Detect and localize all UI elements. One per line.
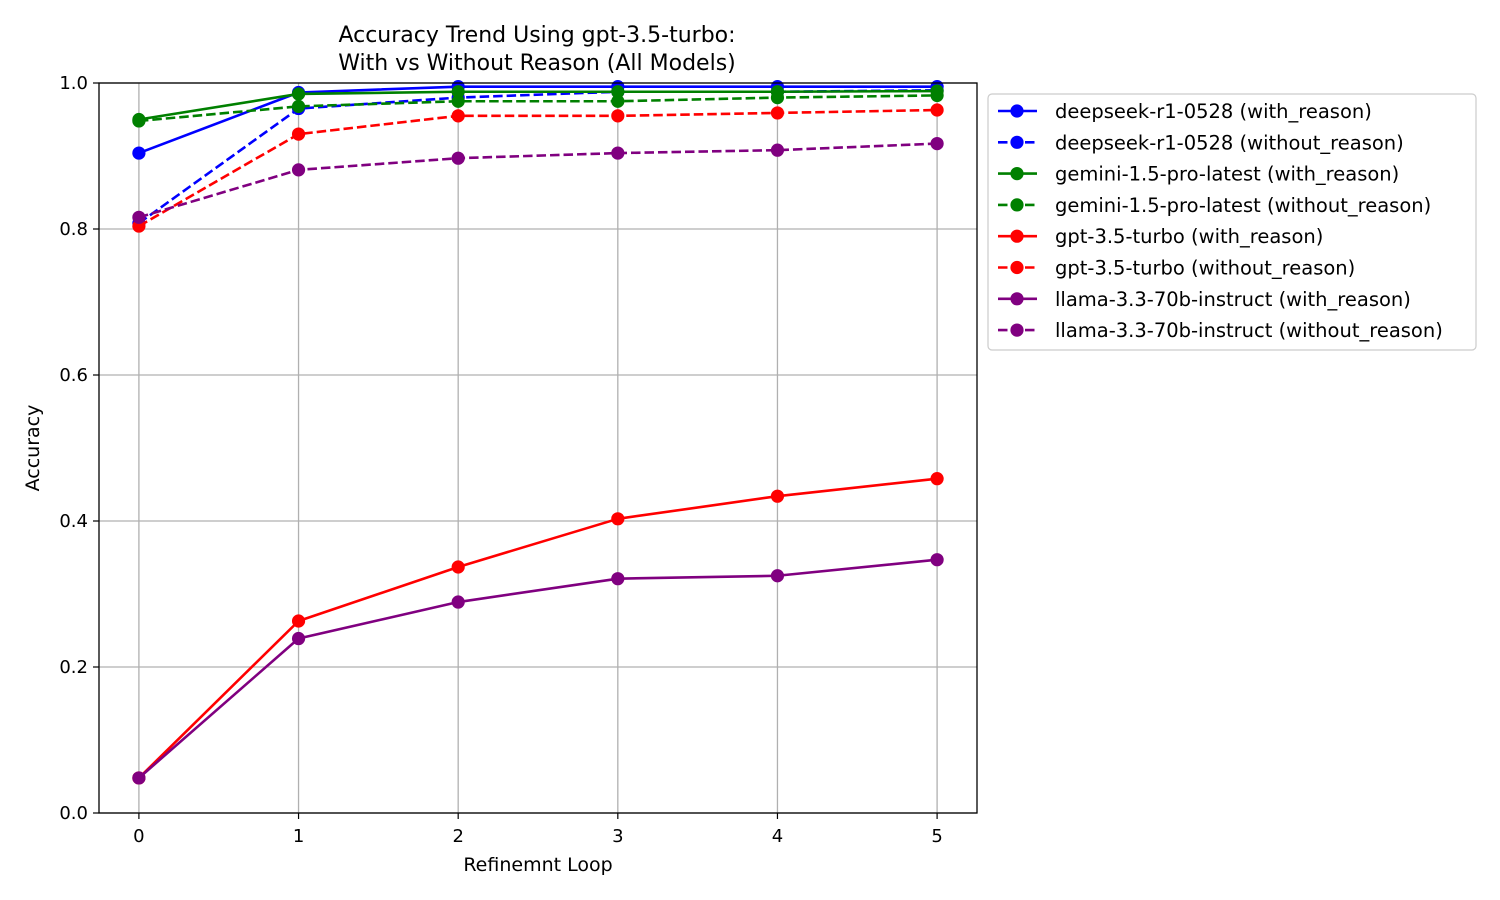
legend-label: llama-3.3-70b-instruct (with_reason)	[1055, 288, 1411, 311]
data-point	[291, 87, 306, 101]
data-point	[451, 595, 465, 609]
grid-lines	[99, 82, 977, 814]
legend-marker	[1010, 292, 1024, 306]
data-point	[291, 631, 306, 646]
series-7	[132, 136, 944, 224]
data-point	[291, 99, 306, 113]
x-tick-label: 5	[931, 826, 942, 847]
data-point	[930, 553, 944, 567]
data-point	[611, 512, 625, 526]
legend-item: deepseek-r1-0528 (without_reason)	[998, 131, 1404, 154]
legend-marker	[1010, 167, 1024, 181]
data-point	[451, 151, 465, 165]
data-point	[451, 94, 465, 108]
legend-label: deepseek-r1-0528 (with_reason)	[1055, 100, 1372, 123]
legend-marker	[1010, 198, 1024, 212]
data-point	[770, 91, 785, 105]
y-tick-label: 0.2	[59, 657, 88, 678]
data-point	[451, 85, 465, 99]
legend-item: llama-3.3-70b-instruct (without_reason)	[998, 319, 1443, 342]
legend-marker	[1010, 323, 1024, 337]
data-point	[611, 94, 625, 108]
legend-marker	[1010, 135, 1024, 149]
data-point	[930, 472, 944, 486]
legend-item: gpt-3.5-turbo (without_reason)	[998, 257, 1355, 280]
series-line	[138, 89, 938, 121]
data-point	[611, 109, 625, 123]
data-point	[611, 146, 625, 160]
legend-item: gemini-1.5-pro-latest (without_reason)	[998, 194, 1431, 217]
x-tick-label: 0	[133, 826, 144, 847]
legend-label: gemini-1.5-pro-latest (with_reason)	[1055, 163, 1399, 186]
y-tick-label: 0.6	[59, 365, 88, 386]
data-point	[611, 85, 625, 99]
chart-title-line-1: Accuracy Trend Using gpt-3.5-turbo:	[338, 23, 735, 48]
legend-item: llama-3.3-70b-instruct (with_reason)	[998, 288, 1411, 311]
legend-label: llama-3.3-70b-instruct (without_reason)	[1055, 319, 1443, 342]
data-point	[770, 106, 785, 120]
x-tick-label: 4	[772, 826, 783, 847]
series-6	[132, 553, 944, 785]
data-point	[132, 146, 146, 160]
data-point	[770, 569, 785, 583]
data-point	[132, 114, 146, 128]
y-tick-label: 0.0	[59, 803, 88, 824]
series-line	[138, 94, 938, 123]
legend-marker	[1010, 104, 1024, 118]
y-tick-label: 0.8	[59, 219, 88, 240]
data-point	[291, 127, 306, 141]
series-line	[138, 558, 938, 779]
legend-item: gpt-3.5-turbo (with_reason)	[998, 225, 1323, 248]
series-3	[132, 88, 944, 128]
legend-label: gemini-1.5-pro-latest (without_reason)	[1055, 194, 1431, 217]
data-point	[451, 560, 465, 574]
legend-label: gpt-3.5-turbo (with_reason)	[1055, 225, 1323, 248]
x-tick-label: 2	[452, 826, 463, 847]
series-line	[138, 85, 938, 155]
data-point	[291, 614, 306, 628]
plot-area-frame	[98, 82, 978, 814]
legend-label: deepseek-r1-0528 (without_reason)	[1055, 131, 1404, 154]
data-point	[930, 88, 944, 103]
data-point	[132, 771, 146, 785]
chart-title-line-2: With vs Without Reason (All Models)	[338, 51, 736, 76]
y-axis-label: Accuracy	[22, 405, 44, 492]
legend-label: gpt-3.5-turbo (without_reason)	[1055, 257, 1355, 280]
x-tick-label: 1	[293, 826, 304, 847]
data-point	[770, 489, 785, 503]
data-point	[930, 103, 944, 117]
y-tick-label: 0.4	[59, 511, 88, 532]
x-tick-label: 3	[612, 826, 623, 847]
data-point	[770, 143, 785, 157]
axis-ticks: 0 1 2 3 4 5 0.0 0.2 0.4 0.6 0.8 1.0	[59, 73, 942, 847]
data-point	[611, 572, 625, 586]
legend-marker	[1010, 229, 1024, 243]
series-line	[138, 142, 938, 219]
legend-item: gemini-1.5-pro-latest (with_reason)	[998, 163, 1399, 186]
data-point	[451, 109, 465, 123]
series-lines	[132, 80, 944, 785]
series-line	[137, 477, 938, 779]
legend: deepseek-r1-0528 (with_reason) deepseek-r…	[987, 93, 1477, 351]
x-axis-label: Refinemnt Loop	[463, 854, 612, 876]
series-line	[138, 108, 938, 228]
data-point	[291, 163, 306, 177]
data-point	[132, 210, 146, 224]
legend-marker	[1010, 260, 1024, 275]
legend-box	[987, 93, 1477, 351]
data-point	[930, 136, 944, 151]
legend-item: deepseek-r1-0528 (with_reason)	[998, 100, 1372, 123]
y-tick-label: 1.0	[59, 73, 88, 94]
